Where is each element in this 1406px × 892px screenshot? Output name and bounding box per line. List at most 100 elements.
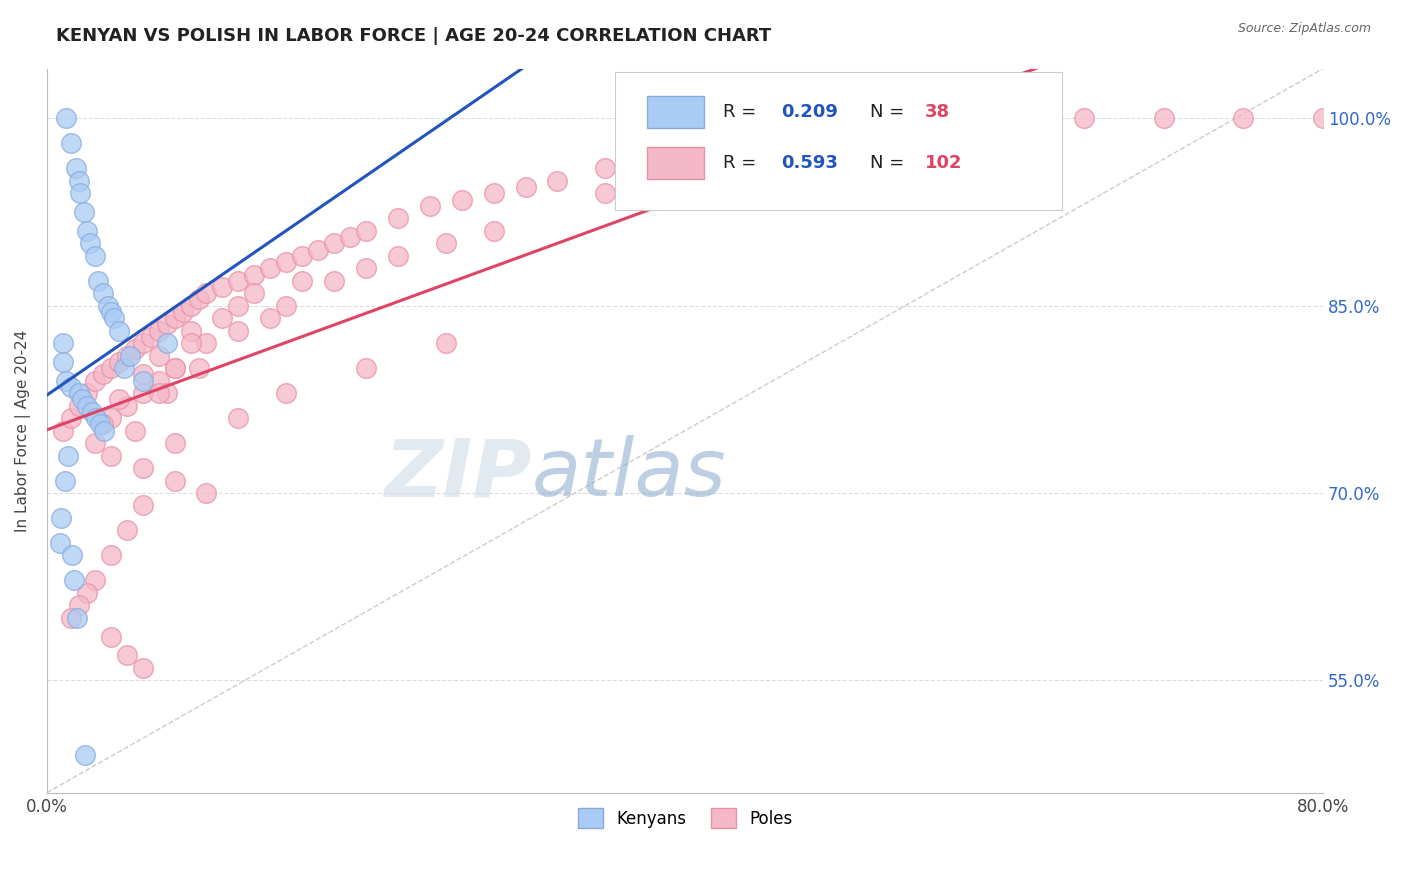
Point — [70, 392, 93, 407]
Point — [52, 355, 75, 369]
Text: 102: 102 — [925, 153, 963, 171]
Point — [276, 386, 298, 401]
Point — [100, 305, 122, 319]
Point — [180, 324, 202, 338]
Text: N =: N = — [870, 153, 910, 171]
Point — [93, 424, 115, 438]
Point — [76, 586, 98, 600]
Point — [354, 224, 377, 238]
Point — [993, 112, 1015, 126]
Point — [67, 174, 90, 188]
Point — [434, 336, 457, 351]
Point — [156, 318, 179, 332]
Point — [163, 436, 186, 450]
Point — [67, 399, 90, 413]
Point — [276, 255, 298, 269]
Point — [148, 374, 170, 388]
Point — [419, 199, 441, 213]
FancyBboxPatch shape — [647, 146, 704, 178]
Point — [80, 405, 103, 419]
Point — [48, 536, 70, 550]
Point — [115, 648, 138, 663]
Point — [100, 361, 122, 376]
Point — [291, 274, 314, 288]
Point — [131, 661, 153, 675]
Point — [187, 361, 209, 376]
Point — [912, 118, 935, 132]
Point — [131, 461, 153, 475]
Point — [180, 299, 202, 313]
Point — [52, 336, 75, 351]
Point — [643, 155, 665, 169]
Point — [79, 236, 101, 251]
Point — [83, 374, 105, 388]
Text: ZIP: ZIP — [384, 435, 531, 513]
Point — [55, 112, 77, 126]
Point — [339, 230, 361, 244]
Point — [228, 324, 250, 338]
Point — [156, 336, 179, 351]
Point — [228, 274, 250, 288]
Point — [124, 424, 146, 438]
Point — [100, 411, 122, 425]
Point — [100, 630, 122, 644]
Point — [131, 336, 153, 351]
Point — [115, 349, 138, 363]
Point — [1153, 112, 1175, 126]
Point — [163, 474, 186, 488]
Point — [83, 249, 105, 263]
FancyBboxPatch shape — [614, 72, 1062, 210]
Point — [59, 611, 82, 625]
Point — [1073, 112, 1095, 126]
Point — [100, 549, 122, 563]
Point — [56, 449, 79, 463]
Point — [65, 161, 87, 176]
Point — [387, 249, 409, 263]
Point — [100, 449, 122, 463]
Point — [91, 368, 114, 382]
Point — [195, 336, 218, 351]
Point — [259, 261, 281, 276]
Point — [107, 355, 129, 369]
Point — [67, 599, 90, 613]
Point — [115, 524, 138, 538]
Point — [83, 574, 105, 588]
Point — [107, 392, 129, 407]
Point — [87, 274, 110, 288]
Point — [595, 161, 617, 176]
Text: KENYAN VS POLISH IN LABOR FORCE | AGE 20-24 CORRELATION CHART: KENYAN VS POLISH IN LABOR FORCE | AGE 20… — [56, 27, 772, 45]
Text: N =: N = — [870, 103, 910, 121]
Point — [163, 361, 186, 376]
Point — [83, 436, 105, 450]
Point — [131, 499, 153, 513]
Point — [86, 411, 108, 425]
Point — [515, 180, 537, 194]
Point — [323, 236, 346, 251]
Point — [163, 361, 186, 376]
Point — [124, 343, 146, 357]
Text: R =: R = — [723, 153, 762, 171]
Point — [52, 424, 75, 438]
Point — [387, 211, 409, 226]
Point — [75, 748, 97, 763]
Point — [482, 224, 505, 238]
Text: 38: 38 — [925, 103, 950, 121]
Text: atlas: atlas — [531, 435, 727, 513]
Point — [172, 305, 194, 319]
Point — [112, 361, 135, 376]
Point — [259, 311, 281, 326]
Point — [834, 124, 856, 138]
Point — [156, 386, 179, 401]
Point — [546, 174, 568, 188]
Point — [243, 286, 266, 301]
Point — [307, 243, 329, 257]
Point — [69, 186, 91, 201]
Point — [482, 186, 505, 201]
Legend: Kenyans, Poles: Kenyans, Poles — [571, 801, 799, 835]
Point — [211, 311, 233, 326]
Point — [354, 261, 377, 276]
Point — [76, 399, 98, 413]
Point — [323, 274, 346, 288]
Point — [1232, 112, 1254, 126]
Point — [103, 311, 125, 326]
